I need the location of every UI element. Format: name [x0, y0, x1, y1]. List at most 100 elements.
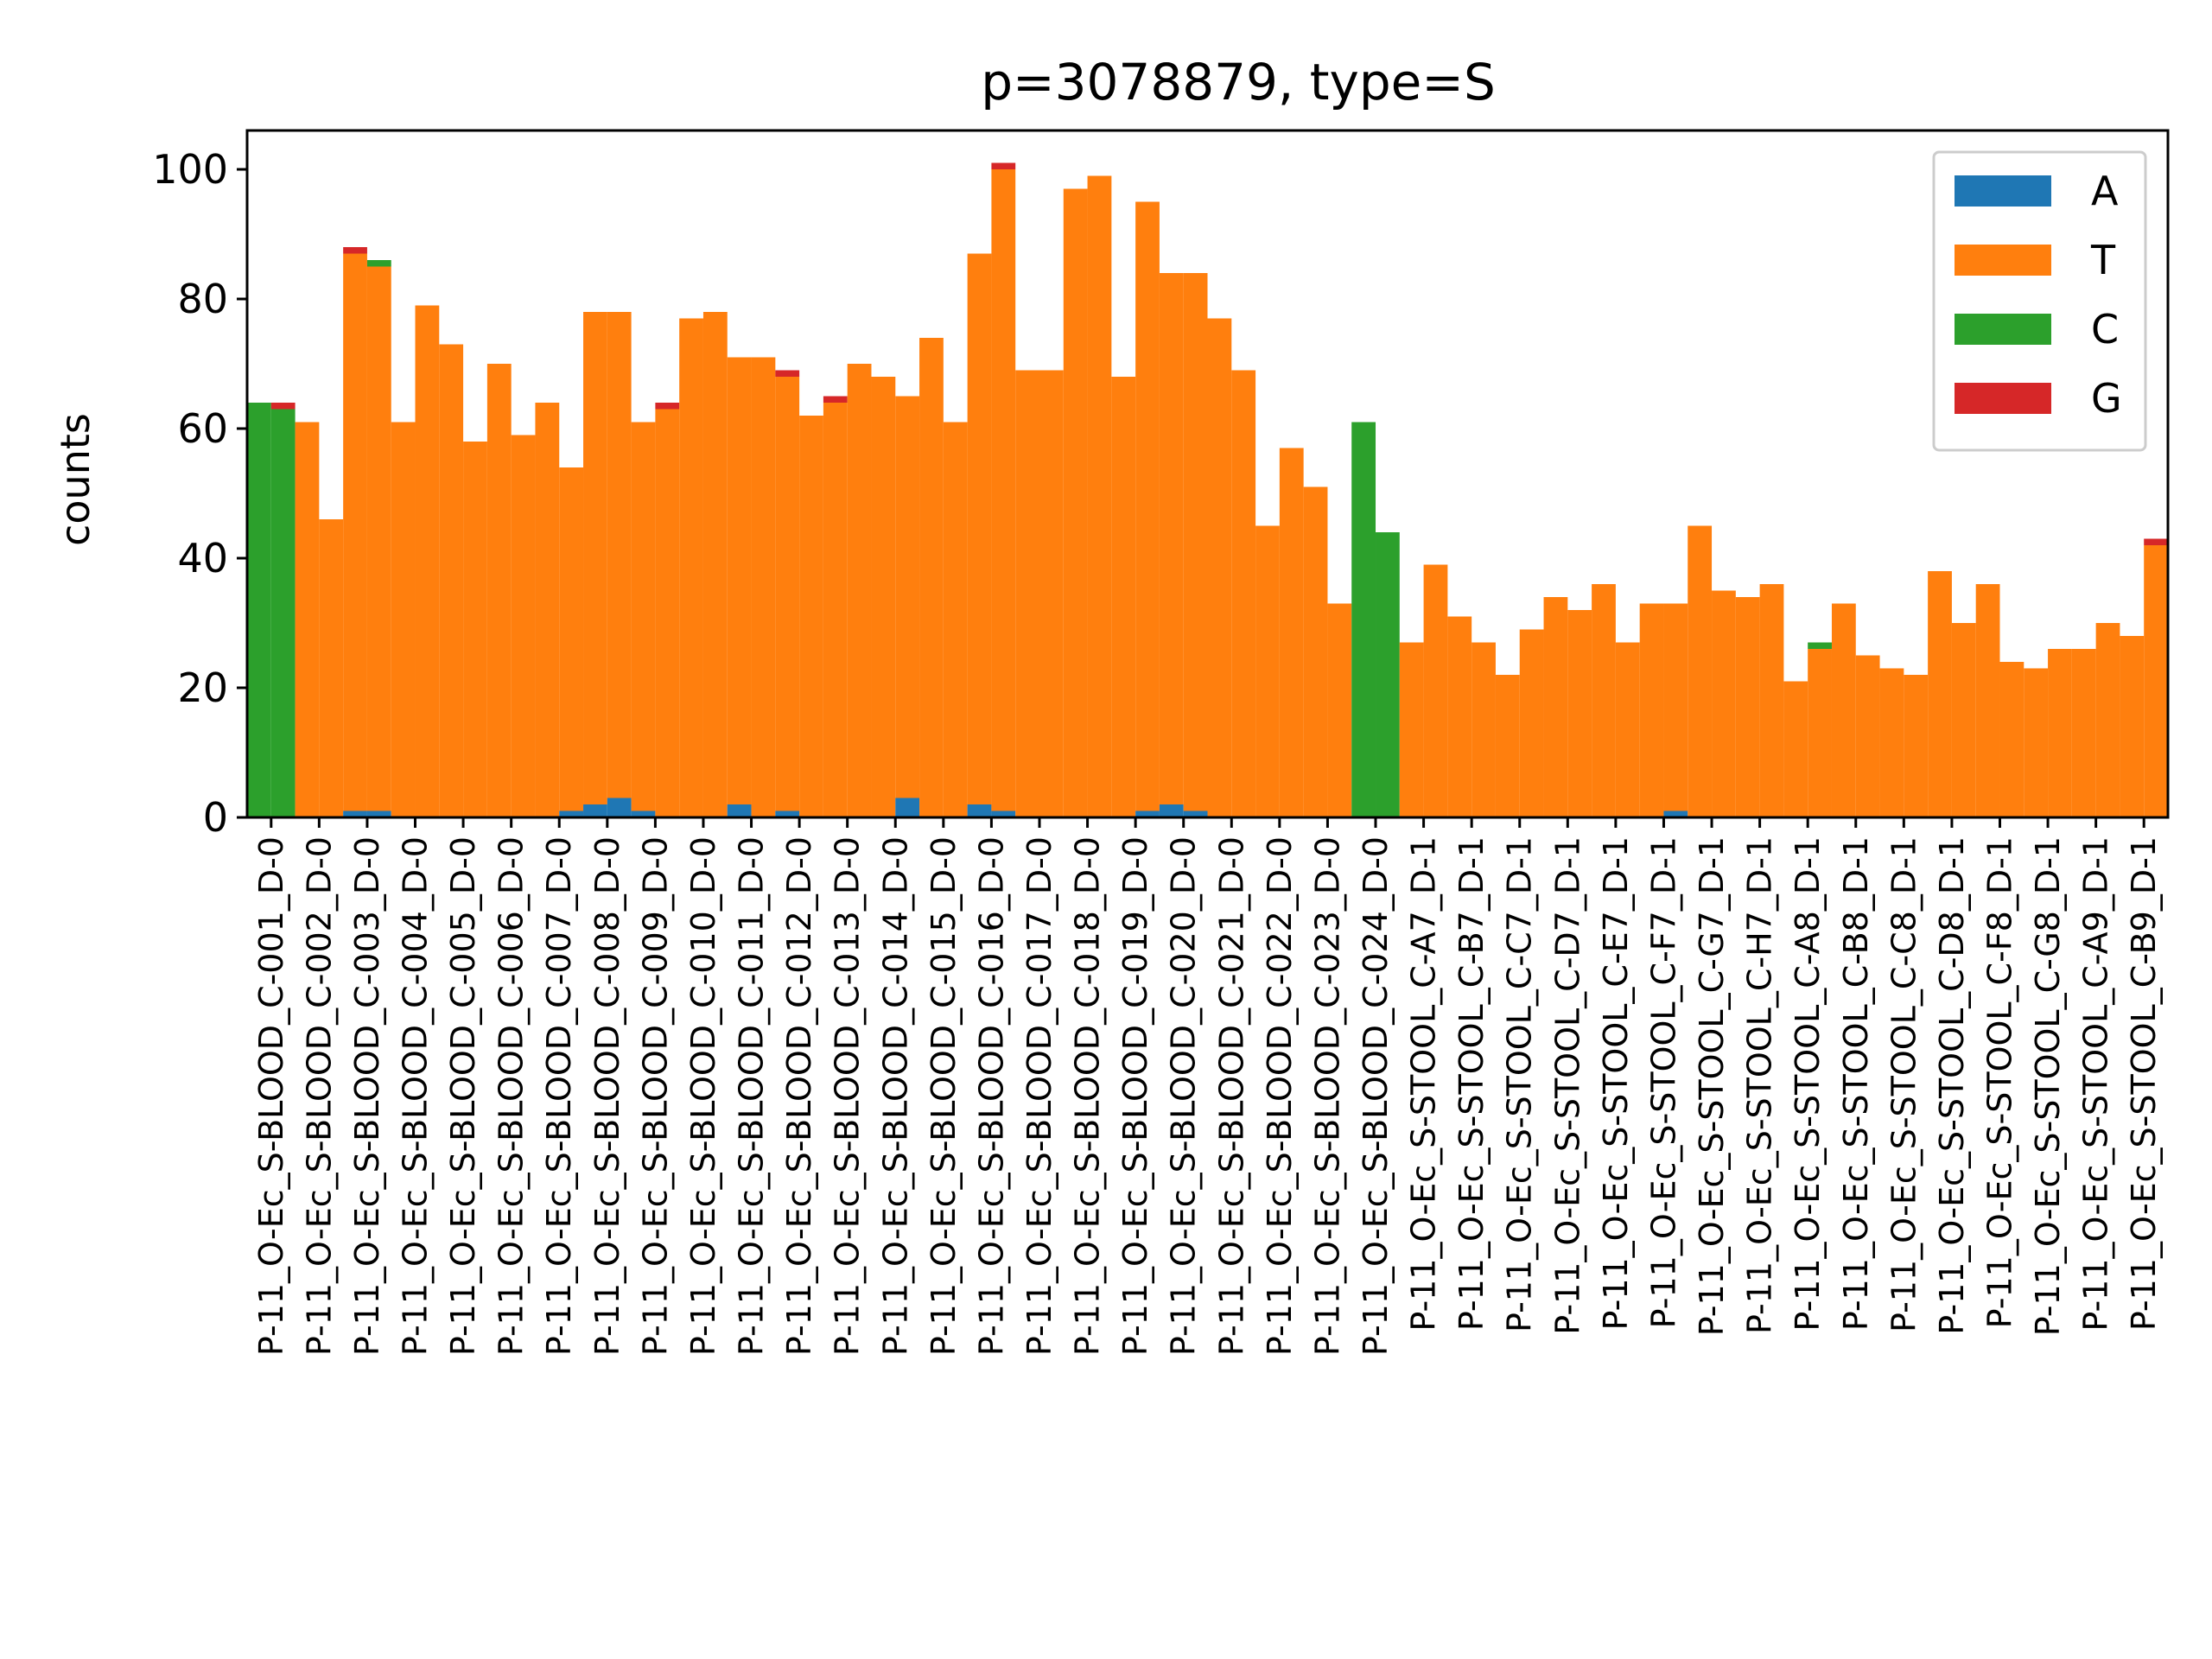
bar-segment-t — [1255, 525, 1280, 817]
x-tick-label: P-11_O-Ec_S-STOOL_C-H7_D-1 — [1741, 836, 1779, 1334]
y-tick-label: 0 — [203, 794, 228, 841]
bar-segment-t — [847, 364, 872, 817]
x-tick-label: P-11_O-Ec_S-STOOL_C-G8_D-1 — [2029, 836, 2067, 1336]
bar-segment-t — [366, 266, 391, 811]
x-tick-label: P-11_O-Ec_S-STOOL_C-E7_D-1 — [1597, 836, 1635, 1330]
bar-segment-a — [607, 798, 632, 817]
x-tick-label: P-11_O-Ec_S-STOOL_C-A7_D-1 — [1405, 836, 1443, 1332]
bar-segment-t — [486, 364, 512, 817]
x-tick-label: P-11_O-Ec_S-BLOOD_C-023_D-0 — [1308, 836, 1346, 1356]
bar-segment-a — [775, 810, 800, 817]
bar-segment-t — [1039, 370, 1064, 817]
x-tick-label: P-11_O-Ec_S-STOOL_C-B9_D-1 — [2125, 836, 2163, 1331]
bar-segment-t — [1808, 649, 1832, 817]
bar-segment-t — [559, 467, 584, 811]
bar-segment-c — [366, 260, 391, 267]
bar-segment-t — [1303, 486, 1328, 817]
bar-segment-t — [2024, 668, 2049, 817]
bar-segment-t — [319, 519, 344, 817]
bar-segment-c — [247, 403, 271, 817]
bar-segment-t — [1712, 590, 1736, 817]
x-tick-label: P-11_O-Ec_S-BLOOD_C-005_D-0 — [444, 836, 482, 1356]
bar-segment-t — [943, 422, 968, 817]
bar-segment-t — [2144, 545, 2168, 817]
bar-segment-t — [1207, 318, 1232, 817]
bar-segment-t — [1639, 603, 1664, 817]
x-axis-ticks: P-11_O-Ec_S-BLOOD_C-001_D-0 P-11_O-Ec_S-B… — [252, 817, 2163, 1356]
bar-segment-t — [439, 344, 464, 817]
x-tick-label: P-11_O-Ec_S-BLOOD_C-001_D-0 — [252, 836, 290, 1356]
x-tick-label: P-11_O-Ec_S-BLOOD_C-002_D-0 — [300, 836, 338, 1356]
x-tick-label: P-11_O-Ec_S-BLOOD_C-012_D-0 — [780, 836, 818, 1356]
bar-segment-t — [751, 357, 776, 817]
bar-segment-t — [1279, 448, 1304, 817]
bar-segment-t — [1567, 610, 1592, 817]
x-tick-label: P-11_O-Ec_S-STOOL_C-F8_D-1 — [1981, 836, 2019, 1328]
bar-segment-t — [1543, 597, 1568, 817]
x-tick-label: P-11_O-Ec_S-BLOOD_C-013_D-0 — [829, 836, 867, 1356]
legend-label-c: C — [2091, 306, 2119, 353]
bar-segment-g — [991, 162, 1016, 169]
bar-segment-t — [343, 253, 367, 811]
bar-segment-g — [655, 403, 680, 410]
bar-segment-t — [919, 338, 944, 817]
bar-segment-t — [1904, 675, 1929, 817]
bar-segment-a — [559, 810, 584, 817]
plot-frame — [245, 129, 2170, 819]
bar-segment-t — [1447, 616, 1472, 817]
x-tick-label: P-11_O-Ec_S-BLOOD_C-014_D-0 — [876, 836, 914, 1356]
bar-segment-t — [391, 422, 416, 817]
bar-segment-t — [1327, 603, 1352, 817]
bar-segment-t — [631, 422, 656, 811]
x-tick-label: P-11_O-Ec_S-STOOL_C-D7_D-1 — [1548, 836, 1586, 1335]
bar-segment-t — [2048, 649, 2072, 817]
x-tick-label: P-11_O-Ec_S-BLOOD_C-018_D-0 — [1069, 836, 1107, 1356]
bar-segment-t — [655, 409, 680, 817]
bar-segment-t — [607, 312, 632, 798]
bar-segment-g — [270, 403, 296, 410]
bar-segment-c — [270, 409, 296, 817]
x-tick-label: P-11_O-Ec_S-BLOOD_C-022_D-0 — [1261, 836, 1299, 1356]
bar-segment-a — [343, 810, 367, 817]
bar-segment-t — [1087, 175, 1112, 817]
bar-segment-t — [1231, 370, 1256, 817]
x-tick-label: P-11_O-Ec_S-STOOL_C-A8_D-1 — [1789, 836, 1827, 1332]
x-tick-label: P-11_O-Ec_S-BLOOD_C-020_D-0 — [1165, 836, 1203, 1356]
legend-label-a: A — [2091, 168, 2119, 214]
x-tick-label: P-11_O-Ec_S-STOOL_C-A9_D-1 — [2077, 836, 2115, 1332]
y-tick-label: 40 — [177, 535, 228, 582]
bar-segment-t — [1975, 584, 2000, 817]
legend-swatch-t — [1955, 245, 2051, 276]
bar-segment-t — [1495, 675, 1520, 817]
bar-segment-a — [1135, 810, 1160, 817]
bar-segment-t — [511, 435, 536, 817]
bar-segment-t — [2120, 636, 2145, 817]
bar-segment-g — [775, 370, 800, 377]
bar-segment-t — [991, 169, 1016, 811]
bar-segment-t — [1999, 662, 2024, 817]
bar-segment-a — [1159, 804, 1184, 817]
bar-segment-t — [679, 318, 703, 817]
x-tick-label: P-11_O-Ec_S-BLOOD_C-015_D-0 — [925, 836, 963, 1356]
bar-segment-t — [775, 377, 800, 811]
bar-segment-t — [727, 357, 752, 804]
x-tick-label: P-11_O-Ec_S-BLOOD_C-010_D-0 — [684, 836, 722, 1356]
bar-segment-a — [895, 798, 920, 817]
legend-swatch-g — [1955, 383, 2051, 414]
bar-segment-t — [1183, 273, 1208, 811]
x-tick-label: P-11_O-Ec_S-BLOOD_C-021_D-0 — [1212, 836, 1250, 1356]
bar-segment-t — [871, 377, 896, 817]
x-tick-label: P-11_O-Ec_S-BLOOD_C-016_D-0 — [972, 836, 1010, 1356]
bar-segment-g — [823, 396, 848, 403]
x-tick-label: P-11_O-Ec_S-BLOOD_C-009_D-0 — [636, 836, 674, 1356]
x-tick-label: P-11_O-Ec_S-BLOOD_C-017_D-0 — [1020, 836, 1058, 1356]
y-axis-label: counts — [52, 413, 99, 546]
bar-segment-t — [1063, 188, 1088, 817]
bar-segment-a — [727, 804, 752, 817]
x-tick-label: P-11_O-Ec_S-STOOL_C-D8_D-1 — [1933, 836, 1971, 1335]
bar-segment-t — [1735, 597, 1760, 817]
bar-segment-t — [2095, 623, 2120, 817]
x-tick-label: P-11_O-Ec_S-BLOOD_C-007_D-0 — [540, 836, 578, 1356]
